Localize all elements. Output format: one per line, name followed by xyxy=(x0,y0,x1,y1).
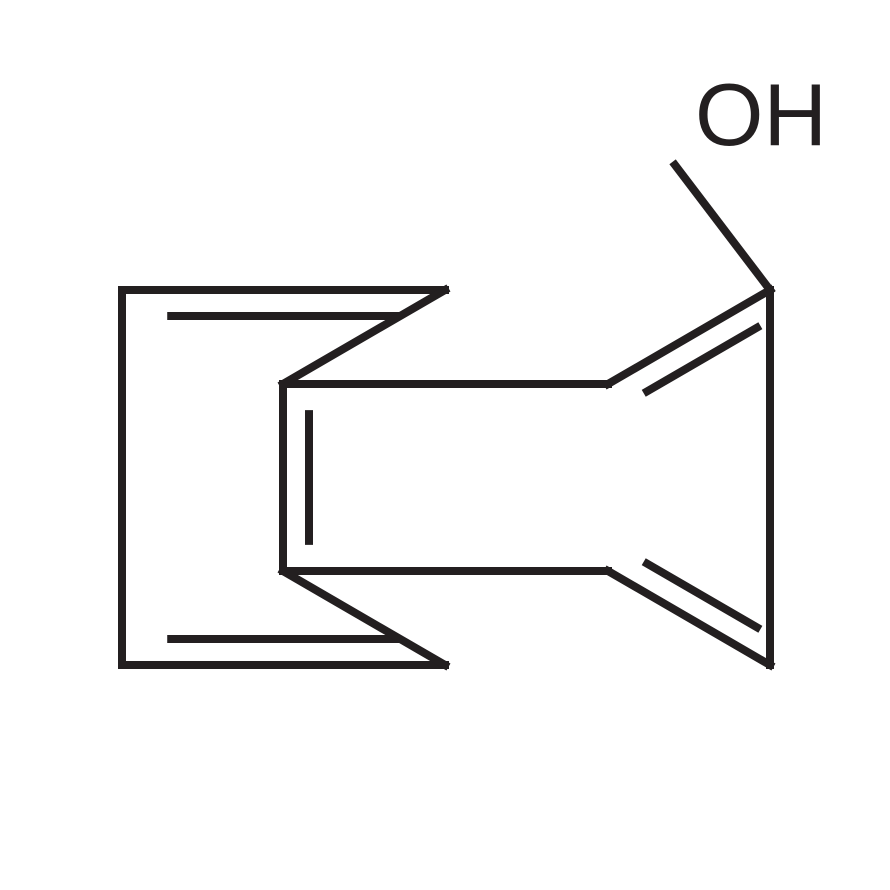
hydroxyl-label: OH xyxy=(695,65,827,164)
molecule-diagram: OH xyxy=(0,0,890,890)
